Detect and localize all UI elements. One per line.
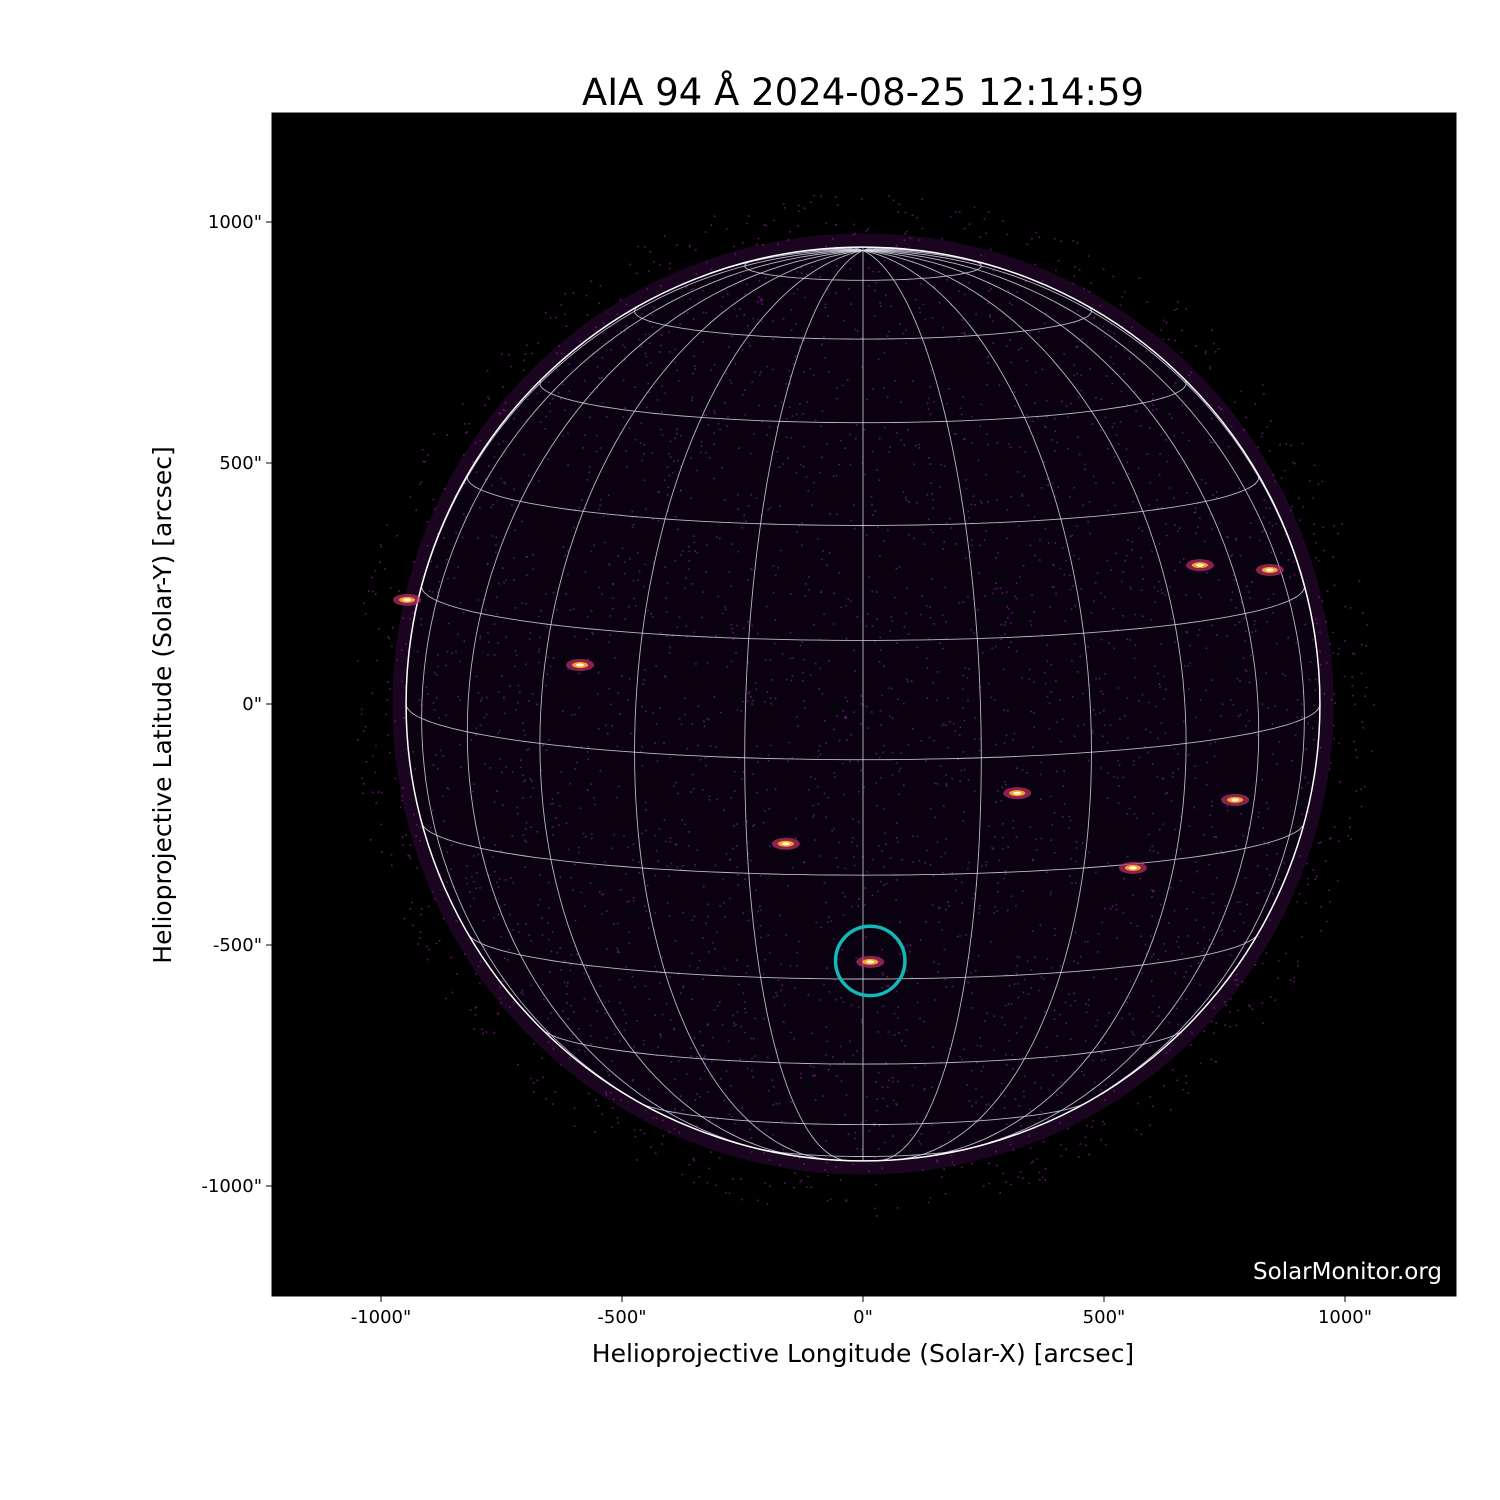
- y-axis-label: Helioprojective Latitude (Solar-Y) [arcs…: [148, 446, 177, 963]
- longitude-line: [466, 250, 864, 1152]
- active-region-core: [1128, 866, 1137, 870]
- active-region-core: [576, 663, 585, 667]
- watermark: SolarMonitor.org: [1253, 1259, 1442, 1285]
- x-tick-label: 500": [1083, 1307, 1126, 1328]
- active-region-core: [1195, 563, 1204, 567]
- heliographic-grid: [405, 246, 1321, 1162]
- y-tick-label: 0": [242, 694, 262, 715]
- y-tick-label: 500": [219, 453, 262, 474]
- active-region-core: [866, 960, 875, 964]
- active-regions: [393, 559, 1284, 968]
- x-tick-label: 1000": [1318, 1307, 1372, 1328]
- longitude-line: [421, 250, 864, 1119]
- longitude-line: [862, 250, 1260, 1152]
- active-region-core: [1265, 568, 1274, 572]
- chart-title: AIA 94 Å 2024-08-25 12:14:59: [582, 70, 1144, 114]
- x-axis: -1000" -500" 0" 500" 1000": [351, 1296, 1372, 1328]
- x-tick-label: -1000": [351, 1307, 412, 1328]
- longitude-line: [744, 250, 864, 1162]
- longitude-line: [862, 250, 982, 1162]
- flare-highlight-circle: [833, 924, 907, 998]
- x-tick-label: -500": [597, 1307, 646, 1328]
- x-axis-label: Helioprojective Longitude (Solar-X) [arc…: [592, 1339, 1134, 1368]
- y-tick-label: -1000": [201, 1176, 262, 1197]
- longitude-line: [862, 250, 1092, 1160]
- y-axis: 1000" 500" 0" -500" -1000": [201, 212, 272, 1197]
- x-tick-label: 0": [853, 1307, 873, 1328]
- longitude-line: [862, 250, 1305, 1119]
- longitude-line: [862, 250, 1187, 1158]
- y-tick-label: -500": [213, 935, 262, 956]
- solar-limb: [405, 246, 1321, 1162]
- longitude-line: [634, 250, 864, 1160]
- active-region-core: [781, 842, 790, 846]
- active-region-core: [1013, 791, 1022, 795]
- y-tick-label: 1000": [208, 212, 262, 233]
- longitude-line: [539, 250, 864, 1158]
- active-region-core: [403, 598, 412, 602]
- active-region-core: [1231, 798, 1240, 802]
